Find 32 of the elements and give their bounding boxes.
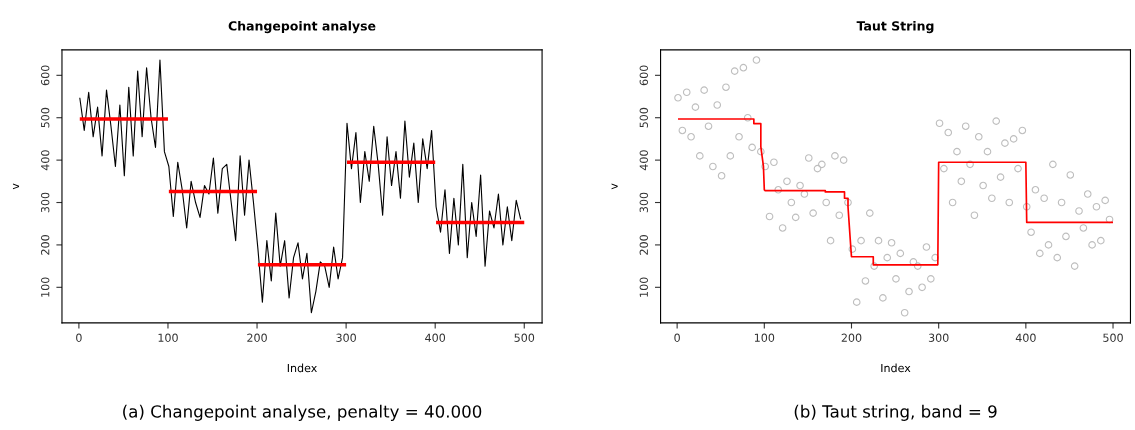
y-tick-label: 100 <box>639 277 648 297</box>
text: (b) Taut string, band = 9 <box>794 404 997 421</box>
text: (a) Changepoint analyse, penalty = 40.000 <box>123 404 482 421</box>
y-axis-title: v <box>12 183 20 190</box>
x-axis-title: Index <box>287 363 317 373</box>
x-tick-label: 0 <box>76 333 82 342</box>
y-tick-label: 600 <box>639 65 648 86</box>
x-tick-label: 400 <box>425 333 446 342</box>
y-tick-label: 200 <box>41 235 50 255</box>
y-tick-label: 200 <box>639 235 648 255</box>
y-tick-label: 400 <box>41 150 50 171</box>
x-tick-label: 200 <box>841 333 862 342</box>
x-tick-label: 100 <box>754 333 775 342</box>
x-tick-label: 500 <box>1103 333 1123 342</box>
x-axis-title: Index <box>881 363 911 373</box>
y-tick-label: 400 <box>639 150 648 171</box>
x-tick-label: 500 <box>514 333 535 342</box>
y-axis-title: v <box>611 183 618 190</box>
x-tick-label: 100 <box>158 333 178 342</box>
y-tick-label: 600 <box>41 65 50 86</box>
x-tick-label: 300 <box>928 333 949 342</box>
y-tick-label: 500 <box>41 107 50 128</box>
x-tick-label: 0 <box>674 333 680 342</box>
chart-title: Taut String <box>856 20 934 34</box>
x-tick-label: 200 <box>247 333 267 342</box>
y-tick-label: 500 <box>639 107 648 128</box>
x-tick-label: 400 <box>1015 333 1036 342</box>
chart-title: Changepoint analyse <box>228 20 376 34</box>
y-tick-label: 300 <box>41 192 50 213</box>
y-tick-label: 100 <box>41 277 50 297</box>
x-tick-label: 300 <box>336 333 356 342</box>
y-tick-label: 300 <box>639 192 648 213</box>
